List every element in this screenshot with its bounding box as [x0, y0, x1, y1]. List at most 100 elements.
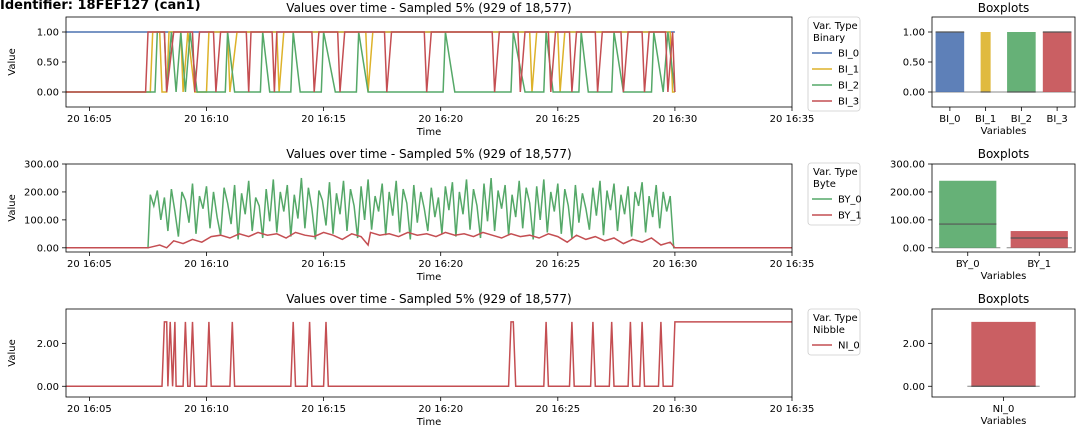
- box-bi-0: [935, 32, 965, 92]
- time-series-panels: Values over time - Sampled 5% (929 of 18…: [7, 1, 862, 428]
- plot-frame: [931, 163, 1076, 253]
- y-tick-label: 0.00: [903, 88, 925, 99]
- category-label: BI_2: [1011, 114, 1032, 125]
- legend-subtitle: Byte: [813, 179, 836, 190]
- x-tick-label: 20 16:35: [770, 114, 815, 125]
- legend-entry: BI_3: [838, 97, 859, 108]
- legend-title: Var. Type: [813, 313, 858, 324]
- box-bi-1: [980, 32, 991, 92]
- y-tick-label: 100.00: [890, 215, 925, 226]
- legend-title: Var. Type: [813, 167, 858, 178]
- y-tick-label: 0.50: [37, 58, 59, 69]
- boxplot-title: Boxplots: [978, 147, 1030, 161]
- legend-box: [807, 162, 861, 226]
- x-tick-label: 20 16:05: [67, 404, 112, 415]
- y-axis-label: Value: [7, 339, 18, 366]
- series-line-bi-2: [66, 31, 676, 93]
- line-panel-1: Values over time - Sampled 5% (929 of 18…: [7, 1, 861, 138]
- y-tick-label: 0.50: [903, 58, 925, 69]
- x-tick-label: 20 16:05: [67, 114, 112, 125]
- category-label: NI_0: [993, 404, 1015, 415]
- category-label: BY_0: [956, 259, 980, 270]
- x-axis-label: Time: [416, 417, 441, 428]
- legend-subtitle: Nibble: [813, 325, 845, 336]
- box-bi-2: [1007, 32, 1036, 92]
- legend-subtitle: Binary: [813, 33, 845, 44]
- legend-box: [807, 308, 861, 356]
- boxplot-x-label: Variables: [981, 271, 1027, 282]
- x-axis-label: Time: [416, 127, 441, 138]
- y-tick-label: 0.00: [903, 382, 925, 393]
- x-tick-label: 20 16:15: [301, 259, 346, 270]
- x-tick-label: 20 16:35: [770, 404, 815, 415]
- x-tick-label: 20 16:30: [653, 404, 698, 415]
- legend-box: [807, 16, 861, 112]
- panel-title: Values over time - Sampled 5% (929 of 18…: [286, 1, 571, 15]
- box-panel-3: Boxplots Variables 0.00 2.00 NI_0: [903, 292, 1076, 427]
- box-panel-2: Boxplots Variables 0.00 100.00 200.00 300.00 B…: [890, 147, 1076, 282]
- box-by-1: [1010, 231, 1068, 248]
- boxplot-title: Boxplots: [978, 292, 1030, 306]
- panel-title: Values over time - Sampled 5% (929 of 18…: [286, 147, 571, 161]
- plot-frame: [65, 308, 793, 398]
- legend-entry: BY_0: [838, 195, 862, 206]
- series-line-by-0: [66, 177, 792, 249]
- y-tick-label: 2.00: [37, 339, 59, 350]
- y-axis-label: Value: [7, 48, 18, 75]
- boxplot-x-label: Variables: [981, 126, 1027, 137]
- x-tick-label: 20 16:30: [653, 114, 698, 125]
- category-label: BI_0: [939, 114, 960, 125]
- plot-frame: [65, 163, 793, 253]
- y-tick-label: 0.00: [37, 382, 59, 393]
- y-axis-label: Value: [7, 194, 18, 221]
- box-by-0: [939, 180, 997, 248]
- y-tick-label: 300.00: [24, 160, 59, 171]
- legend-entry: BI_1: [838, 65, 859, 76]
- y-tick-label: 0.00: [37, 88, 59, 99]
- series-line-by-1: [66, 231, 792, 249]
- box-panel-1: Boxplots Variables 0.00 0.50 1.00 BI_0 BI_1 BI_…: [903, 1, 1076, 137]
- x-tick-label: 20 16:05: [67, 259, 112, 270]
- legend-entry: BY_1: [838, 211, 862, 222]
- line-panel-3: Values over time - Sampled 5% (929 of 18…: [7, 292, 861, 428]
- series-line-bi-3: [66, 31, 676, 93]
- y-tick-label: 200.00: [890, 187, 925, 198]
- x-tick-label: 20 16:30: [653, 259, 698, 270]
- y-tick-label: 300.00: [890, 160, 925, 171]
- boxplot-panels: Boxplots Variables 0.00 0.50 1.00 BI_0 BI_1 BI_…: [890, 1, 1076, 427]
- legend-entry: BI_0: [838, 49, 859, 60]
- identifier-title: Identifier: 18FEF127 (can1): [0, 0, 201, 13]
- x-axis-label: Time: [416, 272, 441, 283]
- x-tick-label: 20 16:20: [418, 259, 463, 270]
- y-tick-label: 100.00: [24, 215, 59, 226]
- plot-frame: [931, 16, 1076, 108]
- x-tick-label: 20 16:25: [535, 259, 580, 270]
- x-tick-label: 20 16:25: [535, 114, 580, 125]
- x-tick-label: 20 16:15: [301, 114, 346, 125]
- y-tick-label: 1.00: [903, 28, 925, 39]
- legend-title: Var. Type: [813, 21, 858, 32]
- boxplot-title: Boxplots: [978, 1, 1030, 15]
- x-tick-label: 20 16:20: [418, 404, 463, 415]
- panel-title: Values over time - Sampled 5% (929 of 18…: [286, 292, 571, 306]
- x-tick-label: 20 16:10: [184, 404, 229, 415]
- y-tick-label: 0.00: [903, 243, 925, 254]
- x-tick-label: 20 16:10: [184, 259, 229, 270]
- box-ni-0: [971, 321, 1036, 387]
- x-tick-label: 20 16:25: [535, 404, 580, 415]
- category-label: BI_3: [1047, 114, 1068, 125]
- series-line-ni-0: [66, 321, 792, 388]
- y-tick-label: 2.00: [903, 339, 925, 350]
- legend-entry: BI_2: [838, 81, 859, 92]
- y-tick-label: 0.00: [37, 243, 59, 254]
- plot-frame: [65, 16, 793, 108]
- y-tick-label: 200.00: [24, 187, 59, 198]
- x-tick-label: 20 16:35: [770, 259, 815, 270]
- category-label: BI_1: [975, 114, 996, 125]
- legend-entry: NI_0: [838, 341, 860, 352]
- y-tick-label: 1.00: [37, 28, 59, 39]
- box-bi-3: [1042, 32, 1072, 92]
- boxplot-x-label: Variables: [981, 416, 1027, 427]
- x-tick-label: 20 16:10: [184, 114, 229, 125]
